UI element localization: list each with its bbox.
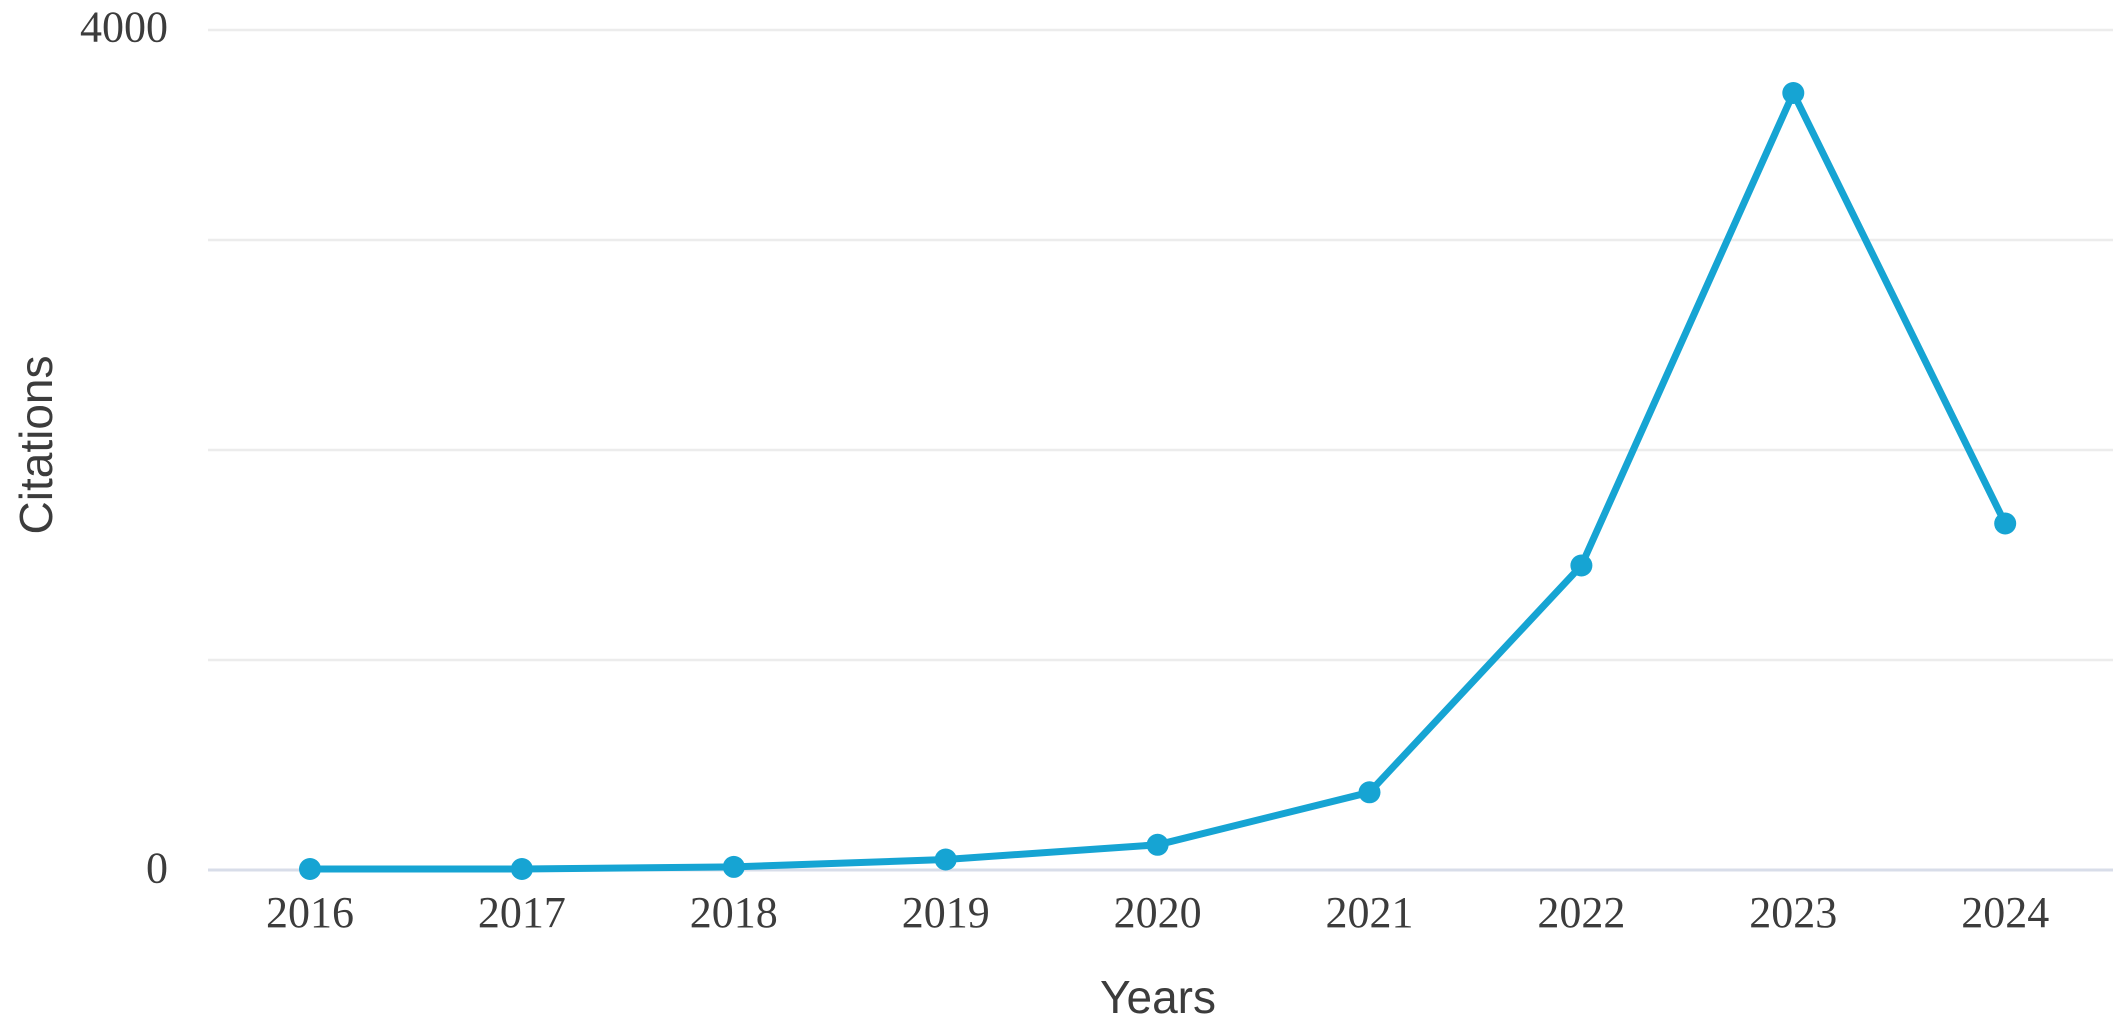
- y-tick-zero: 0: [146, 843, 168, 893]
- y-tick-max: 4000: [80, 2, 168, 52]
- x-tick-2016: 2016: [266, 888, 354, 937]
- x-axis-title: Years: [1100, 971, 1216, 1023]
- x-tick-2022: 2022: [1537, 888, 1625, 937]
- data-point-2016[interactable]: [299, 858, 321, 880]
- data-point-2024[interactable]: [1994, 512, 2017, 535]
- x-tick-2024: 2024: [1961, 888, 2049, 937]
- x-tick-2017: 2017: [478, 888, 566, 937]
- data-point-2020[interactable]: [1146, 833, 1169, 856]
- x-tick-2023: 2023: [1749, 888, 1837, 937]
- data-point-2018[interactable]: [722, 855, 745, 878]
- data-point-2017[interactable]: [510, 858, 533, 880]
- data-point-2019[interactable]: [934, 848, 957, 871]
- data-point-2022[interactable]: [1570, 554, 1593, 577]
- x-tick-2019: 2019: [902, 888, 990, 937]
- citations-line: [306, 89, 2009, 873]
- x-tick-2021: 2021: [1326, 888, 1414, 937]
- x-tick-2018: 2018: [690, 888, 778, 937]
- data-point-2021[interactable]: [1358, 781, 1381, 804]
- x-tick-2020: 2020: [1114, 888, 1202, 937]
- data-point-2023[interactable]: [1782, 82, 1805, 104]
